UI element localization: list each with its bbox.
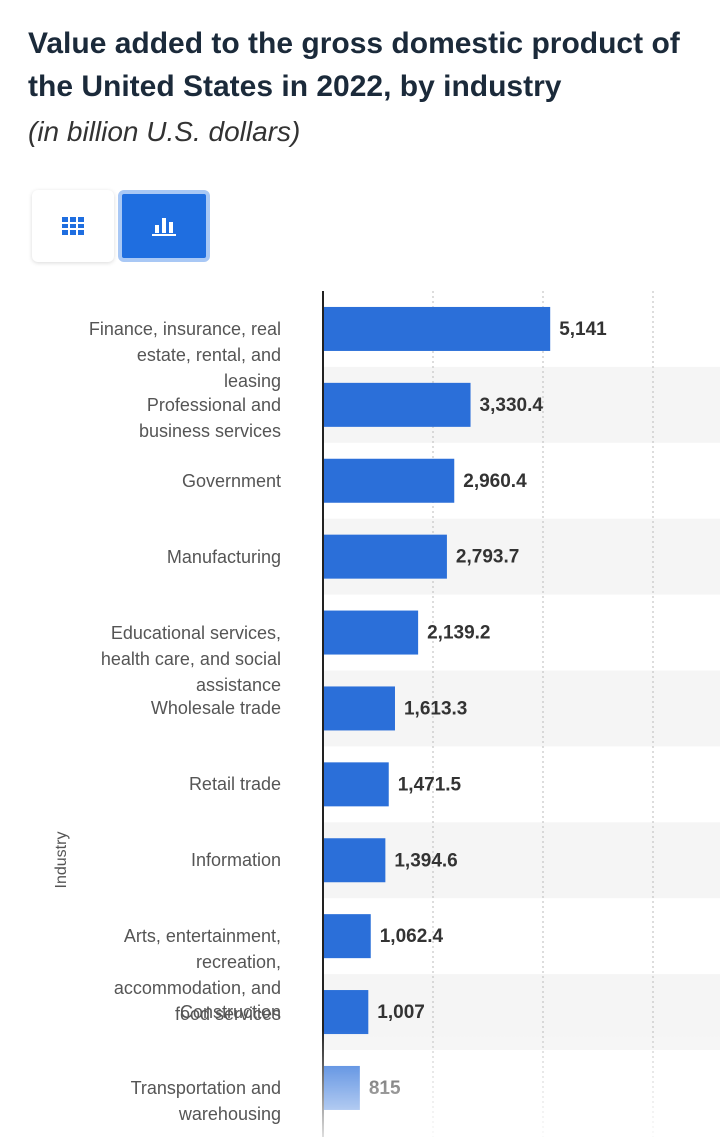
category-label: Professional and business services bbox=[138, 394, 281, 441]
category-label: Information bbox=[190, 850, 281, 871]
chart-view-button[interactable] bbox=[118, 190, 210, 262]
bar bbox=[324, 458, 455, 503]
table-view-button[interactable] bbox=[32, 190, 114, 262]
category-label: Construction bbox=[179, 1002, 281, 1023]
y-axis-title: Industry bbox=[53, 832, 70, 889]
value-label: 1,007 bbox=[377, 1002, 425, 1023]
bar bbox=[324, 914, 371, 959]
chart-icon bbox=[152, 218, 176, 236]
value-label: 1,394.6 bbox=[394, 850, 457, 871]
bar bbox=[324, 686, 395, 731]
bar bbox=[324, 306, 551, 351]
row-band bbox=[323, 822, 720, 899]
value-label: 1,062.4 bbox=[380, 926, 444, 947]
category-label: Educational services, health care, and s… bbox=[100, 622, 281, 695]
value-label: 2,793.7 bbox=[456, 547, 519, 568]
table-icon bbox=[62, 217, 84, 235]
value-label: 5,141 bbox=[559, 319, 607, 340]
category-label: Finance, insurance, real estate, rental,… bbox=[88, 318, 281, 391]
category-label: Wholesale trade bbox=[150, 698, 281, 719]
category-label: Transportation and warehousing bbox=[130, 1077, 281, 1124]
value-label: 1,471.5 bbox=[398, 774, 462, 795]
bar bbox=[324, 534, 447, 579]
value-label: 1,613.3 bbox=[404, 698, 467, 719]
bottom-fade bbox=[0, 1030, 720, 1137]
value-label: 3,330.4 bbox=[480, 395, 544, 416]
bar bbox=[324, 990, 369, 1035]
bar bbox=[324, 762, 389, 807]
value-label: 2,139.2 bbox=[427, 623, 490, 644]
bar bbox=[324, 838, 386, 883]
chart-title: Value added to the gross domestic produc… bbox=[28, 27, 680, 103]
bar bbox=[324, 610, 419, 655]
value-label: 2,960.4 bbox=[463, 471, 527, 492]
category-label: Retail trade bbox=[188, 774, 281, 795]
category-label: Manufacturing bbox=[166, 546, 281, 567]
bar bbox=[324, 382, 471, 427]
chart-subtitle: (in billion U.S. dollars) bbox=[28, 116, 301, 147]
category-label: Arts, entertainment, recreation, accommo… bbox=[113, 926, 281, 1025]
category-label: Government bbox=[181, 470, 281, 491]
